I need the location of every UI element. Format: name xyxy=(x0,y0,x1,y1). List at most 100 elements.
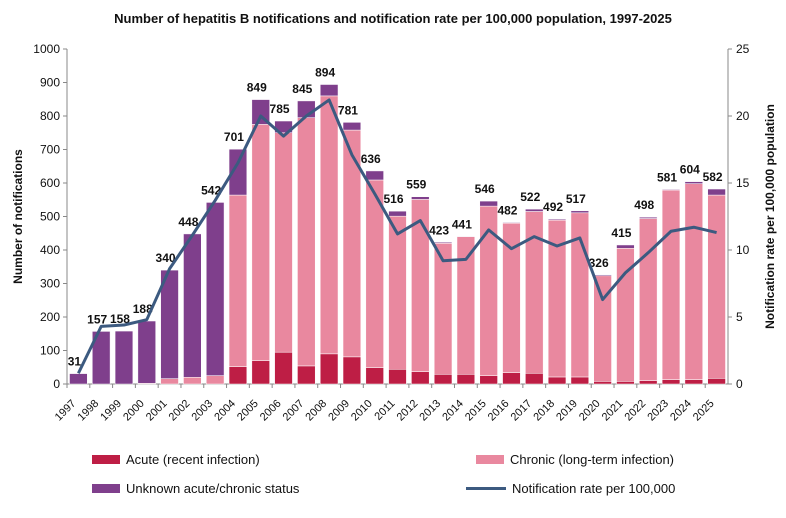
bar-unknown xyxy=(137,320,156,384)
bar-unknown xyxy=(479,200,498,207)
bar-acute xyxy=(684,379,703,385)
y-tick-label: 600 xyxy=(40,176,60,190)
x-tick-label: 2025 xyxy=(691,398,717,424)
legend-label: Notification rate per 100,000 xyxy=(512,481,676,496)
data-label-total: 31 xyxy=(68,355,82,369)
data-label-total: 482 xyxy=(497,204,517,218)
bar-acute xyxy=(388,369,407,385)
data-label-total: 785 xyxy=(270,102,290,116)
bar-unknown xyxy=(114,330,134,385)
bar-acute xyxy=(433,374,453,385)
bar-chronic xyxy=(297,117,316,367)
y2-tick-label: 25 xyxy=(736,42,750,56)
x-tick-label: 1997 xyxy=(53,398,79,424)
rate-line xyxy=(77,98,717,374)
data-label-total: 448 xyxy=(178,215,198,229)
bar-unknown xyxy=(365,170,384,181)
data-label-total: 326 xyxy=(589,256,609,270)
data-label-total: 636 xyxy=(361,152,381,166)
bar-acute xyxy=(342,356,362,385)
legend-acute: Acute (recent infection) xyxy=(92,452,260,467)
bar-acute xyxy=(639,380,658,385)
data-label-total: 158 xyxy=(110,312,130,326)
bar-chronic xyxy=(251,124,270,361)
data-label-total: 441 xyxy=(452,217,472,231)
data-label-total: 517 xyxy=(566,192,586,206)
bar-acute xyxy=(502,372,521,385)
bar-unknown xyxy=(433,242,453,244)
bar-unknown xyxy=(684,181,703,184)
bar-unknown xyxy=(160,269,179,379)
x-tick-label: 2004 xyxy=(212,398,238,424)
bar-unknown xyxy=(547,218,567,221)
x-tick-label: 2016 xyxy=(486,398,512,424)
bar-unknown xyxy=(707,188,726,196)
bar-acute xyxy=(319,353,339,385)
legend-unknown: Unknown acute/chronic status xyxy=(92,481,299,496)
y2-tick-label: 10 xyxy=(736,243,750,257)
data-label-total: 582 xyxy=(703,170,723,184)
data-label-total: 559 xyxy=(406,178,426,192)
y-tick-label: 700 xyxy=(40,143,60,157)
bar-chronic xyxy=(365,179,384,368)
y-tick-label: 500 xyxy=(40,210,60,224)
bar-acute xyxy=(297,365,316,385)
bar-unknown xyxy=(525,208,544,212)
legend-label: Chronic (long-term infection) xyxy=(510,452,675,467)
bar-unknown xyxy=(388,210,407,217)
data-label-total: 546 xyxy=(475,182,495,196)
bar-unknown xyxy=(228,148,248,196)
data-label-total: 188 xyxy=(133,302,153,316)
y2-tick-label: 20 xyxy=(736,109,750,123)
data-label-total: 492 xyxy=(543,200,563,214)
bar-acute xyxy=(570,376,589,385)
data-label-total: 522 xyxy=(520,190,540,204)
legend-chronic: Chronic (long-term infection) xyxy=(476,452,674,467)
x-tick-label: 2011 xyxy=(372,398,397,423)
y-axis-label: Number of notifications xyxy=(11,149,25,284)
legend-label: Acute (recent infection) xyxy=(126,452,260,467)
bar-unknown xyxy=(411,196,430,200)
bar-acute xyxy=(479,375,498,385)
x-tick-label: 1999 xyxy=(98,398,124,424)
y2-tick-label: 5 xyxy=(736,310,743,324)
bar-chronic xyxy=(433,243,453,375)
x-tick-label: 2013 xyxy=(417,398,443,424)
bar-unknown xyxy=(342,122,362,131)
bar-unknown xyxy=(639,216,658,219)
bar-acute xyxy=(228,366,248,385)
data-label-total: 340 xyxy=(156,251,176,265)
x-tick-label: 2002 xyxy=(167,398,193,424)
bar-chronic xyxy=(707,194,726,379)
x-tick-label: 2012 xyxy=(395,398,421,424)
bar-unknown xyxy=(570,210,589,214)
x-tick-label: 2006 xyxy=(258,398,284,424)
x-tick-label: 2014 xyxy=(440,398,466,424)
bar-acute xyxy=(593,381,612,385)
x-tick-label: 2020 xyxy=(577,398,603,424)
y2-tick-label: 15 xyxy=(736,176,750,190)
x-tick-label: 2019 xyxy=(554,398,580,424)
legend-swatch xyxy=(92,484,120,493)
y-tick-label: 800 xyxy=(40,109,60,123)
x-tick-label: 2022 xyxy=(623,398,649,424)
data-label-total: 157 xyxy=(87,312,107,326)
bar-chronic xyxy=(206,375,225,385)
x-tick-label: 2024 xyxy=(668,398,694,424)
x-tick-label: 2009 xyxy=(326,398,352,424)
legend-line xyxy=(466,487,506,490)
bar-unknown xyxy=(502,222,521,224)
bar-unknown xyxy=(183,233,202,378)
bar-unknown xyxy=(661,189,681,191)
data-label-total: 701 xyxy=(224,130,244,144)
y-tick-label: 200 xyxy=(40,310,60,324)
y-tick-label: 0 xyxy=(53,377,60,391)
y-tick-label: 400 xyxy=(40,243,60,257)
data-label-total: 498 xyxy=(634,198,654,212)
data-label-total: 604 xyxy=(680,163,700,177)
x-tick-label: 2018 xyxy=(531,398,557,424)
y-tick-label: 900 xyxy=(40,76,60,90)
x-tick-label: 2005 xyxy=(235,398,261,424)
bar-unknown xyxy=(616,244,635,249)
